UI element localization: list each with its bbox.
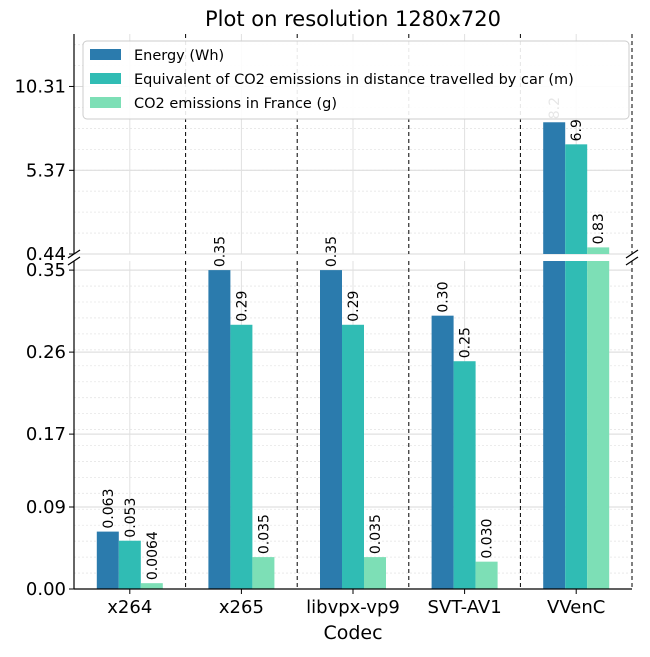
- y-tick-label: 0.35: [26, 260, 66, 281]
- x-tick-label: SVT-AV1: [428, 597, 502, 618]
- y-tick-label: 0.00: [26, 579, 66, 600]
- bar: [565, 144, 588, 254]
- bar: [342, 324, 364, 589]
- y-tick-label: 0.17: [26, 424, 66, 445]
- legend-label: Energy (Wh): [134, 48, 224, 64]
- legend-swatch: [90, 49, 121, 60]
- bar-value-label: 0.0064: [145, 531, 161, 580]
- y-tick-label: 0.09: [26, 497, 66, 518]
- axis-break-marker: [625, 256, 639, 266]
- axis-break-marker: [67, 256, 81, 266]
- y-tick-label: 0.26: [26, 342, 66, 363]
- bar: [431, 315, 454, 589]
- y-tick-label: 5.37: [26, 160, 66, 181]
- legend-box: [82, 40, 630, 120]
- y-tick-label: 0.44: [26, 244, 66, 265]
- bar: [543, 261, 566, 589]
- bar: [565, 261, 588, 589]
- bar: [208, 270, 231, 589]
- x-axis-label: Codec: [323, 622, 382, 644]
- bar-value-label: 0.053: [123, 498, 139, 538]
- plot-area: 0.0630.350.350.308.20.0530.290.290.256.9…: [14, 34, 639, 618]
- bar-value-label: 0.063: [101, 489, 117, 529]
- y-tick-label: 10.31: [14, 76, 66, 97]
- x-tick-label: x265: [219, 597, 264, 618]
- bar: [252, 557, 275, 589]
- bar-value-label: 0.29: [346, 291, 362, 322]
- bar-value-label: 0.35: [324, 236, 340, 267]
- bar: [230, 324, 253, 589]
- x-tick-label: VVenC: [547, 597, 605, 618]
- legend-swatch: [90, 73, 121, 84]
- bar: [587, 261, 610, 589]
- bar-value-label: 0.35: [212, 236, 228, 267]
- bar: [364, 557, 386, 589]
- bar: [453, 361, 476, 589]
- bar-value-label: 0.035: [368, 514, 384, 554]
- x-tick-label: x264: [107, 597, 152, 618]
- legend-swatch: [90, 97, 121, 108]
- bar: [118, 540, 141, 589]
- bar: [96, 531, 119, 589]
- bar: [587, 247, 610, 254]
- legend-label: CO2 emissions in France (g): [134, 96, 337, 112]
- bar-value-label: 0.035: [256, 514, 272, 554]
- bar: [320, 270, 342, 589]
- chart-title: Plot on resolution 1280x720: [205, 7, 501, 31]
- bar-value-label: 0.83: [591, 213, 607, 244]
- axis-break-marker: [625, 249, 639, 259]
- bar-value-label: 0.29: [234, 291, 250, 322]
- bar: [140, 583, 163, 589]
- bar-value-label: 0.25: [458, 327, 474, 358]
- x-tick-label: libvpx-vp9: [306, 597, 400, 618]
- bar-value-label: 0.30: [436, 281, 452, 312]
- bar: [543, 122, 566, 254]
- legend-label: Equivalent of CO2 emissions in distance …: [134, 72, 574, 88]
- bar: [475, 561, 498, 589]
- legend: Energy (Wh) Equivalent of CO2 emissions i…: [82, 40, 630, 120]
- bar-value-label: 0.030: [480, 519, 496, 559]
- bar-value-label: 6.9: [569, 119, 585, 141]
